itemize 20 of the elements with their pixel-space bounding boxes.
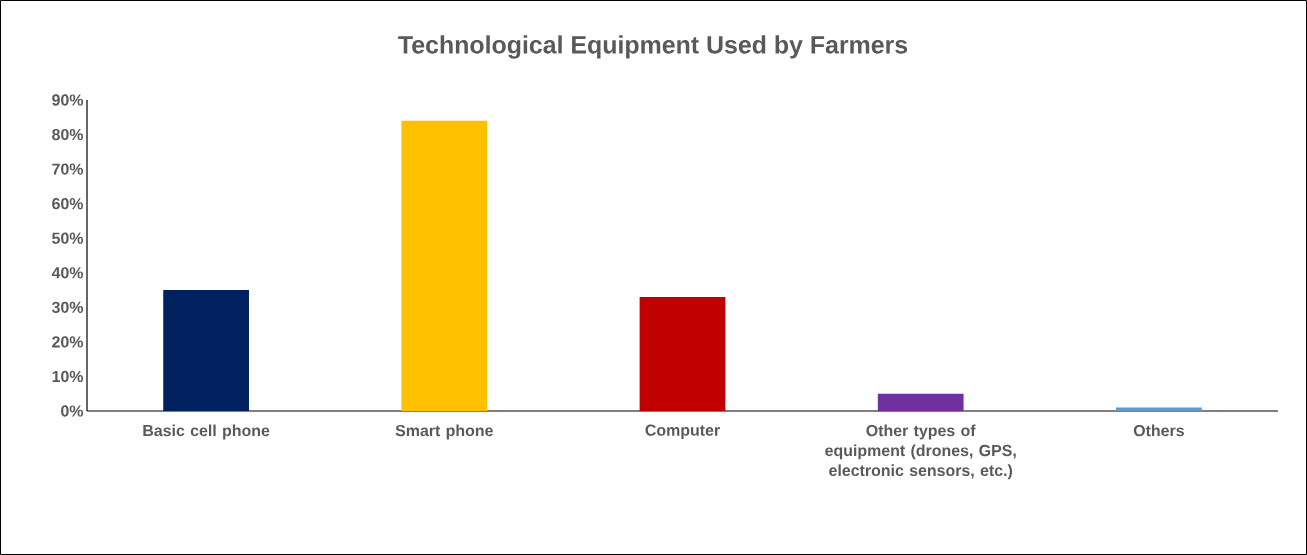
y-tick-label: 90% — [52, 94, 84, 106]
bar — [163, 290, 249, 411]
x-tick-label: Other types of equipment (drones, GPS, electronic sensors, etc.) — [825, 424, 1016, 480]
y-tick-label: 10% — [52, 370, 84, 383]
y-tick-label: 50% — [52, 232, 84, 244]
y-tick-label: 0% — [61, 405, 84, 417]
chart-title: Technological Equipment Used by Farmers — [398, 35, 908, 59]
bar — [401, 120, 488, 411]
x-tick-label: Basic cell phone — [143, 424, 270, 440]
y-tick-label: 70% — [52, 163, 84, 175]
bar — [639, 296, 726, 411]
bar — [877, 393, 964, 411]
x-tick-label: Smart phone — [395, 424, 493, 440]
y-tick-label: 20% — [52, 336, 84, 348]
y-tick-label: 60% — [52, 198, 84, 210]
y-tick-label: 80% — [52, 128, 84, 141]
x-tick-label: Others — [1133, 424, 1184, 437]
x-tick-label: Computer — [645, 424, 720, 439]
y-tick-label: 40% — [51, 267, 84, 279]
y-tick-label: 30% — [51, 301, 84, 313]
